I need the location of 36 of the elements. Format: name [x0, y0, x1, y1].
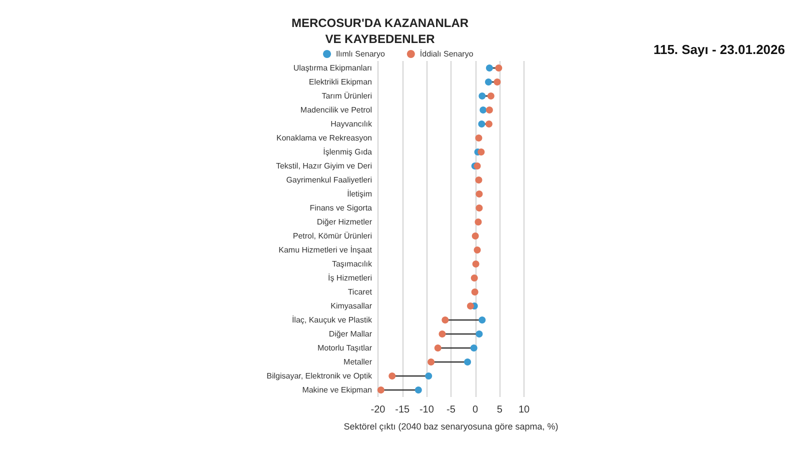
- y-tick-label: İletişim: [347, 190, 372, 198]
- y-tick-label: Diğer Mallar: [328, 330, 372, 338]
- y-tick-label: Ticaret: [348, 288, 373, 296]
- y-tick-label: Hayvancılık: [330, 120, 373, 128]
- x-axis-title: Sektörel çıktı (2040 baz senaryosuna göre sapma, %): [344, 422, 558, 432]
- x-tick-label: -15: [395, 404, 410, 416]
- y-tick-label: Tarım Ürünleri: [322, 92, 372, 100]
- y-tick-label: Konaklama ve Rekreasyon: [276, 134, 372, 142]
- y-tick-label: Kamu Hizmetleri ve İnşaat: [278, 246, 373, 254]
- legend-label: Ilımlı Senaryo: [336, 50, 386, 58]
- y-tick-label: İş Hizmetleri: [328, 274, 372, 282]
- y-tick-label: Elektrikli Ekipman: [308, 78, 372, 86]
- y-tick-label: Motorlu Taşıtlar: [317, 344, 372, 352]
- y-tick-label: Kimyasallar: [330, 302, 372, 310]
- x-tick-label: -10: [419, 404, 434, 416]
- y-tick-label: Gayrimenkul Faaliyetleri: [286, 176, 372, 184]
- y-tick-label: Ulaştırma Ekipmanları: [293, 64, 372, 72]
- x-tick-label: -20: [370, 404, 386, 416]
- y-tick-label: Metaller: [344, 358, 372, 366]
- y-tick-label: Diğer Hizmetler: [316, 218, 372, 226]
- y-tick-label: Finans ve Sigorta: [310, 204, 373, 212]
- y-tick-label: Taşımacılık: [332, 260, 373, 268]
- x-tick-label: -5: [446, 404, 456, 416]
- y-tick-label: Petrol, Kömür Ürünleri: [292, 232, 372, 240]
- chart-title: MERCOSUR'DA KAZANANLAR VE KAYBEDENLER: [291, 16, 469, 46]
- y-tick-label: Madencilik ve Petrol: [300, 106, 372, 114]
- y-tick-label: İlaç, Kauçuk ve Plastik: [292, 316, 373, 324]
- x-tick-label: 5: [496, 404, 503, 416]
- x-tick-label: 0: [472, 404, 479, 416]
- y-tick-label: Makine ve Ekipman: [302, 386, 372, 394]
- y-tick-label: Tekstil, Hazır Giyim ve Deri: [276, 162, 372, 170]
- x-tick-label: 10: [518, 404, 530, 416]
- y-tick-label: İşlenmiş Gıda: [323, 148, 373, 156]
- y-tick-label: Bilgisayar, Elektronik ve Optik: [266, 372, 373, 380]
- legend-label: İddialı Senaryo: [420, 50, 474, 58]
- text: 115. Sayı - 23.01.2026: [653, 42, 786, 57]
